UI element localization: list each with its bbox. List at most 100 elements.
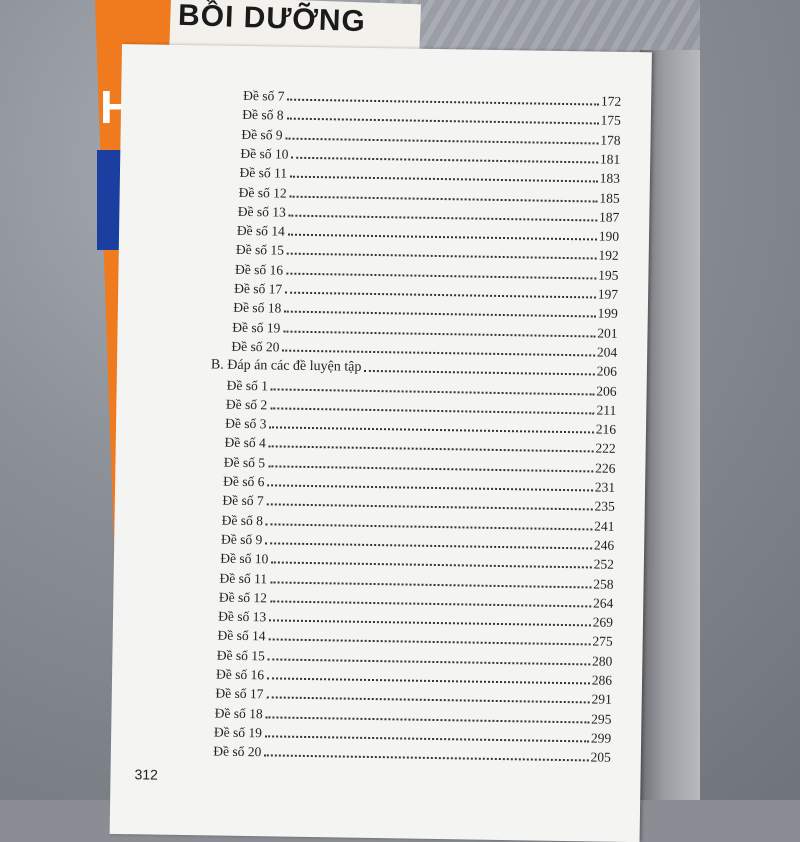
toc-entry-label: Đề số 19 <box>232 319 281 336</box>
toc-entry-page: 204 <box>596 344 618 360</box>
toc-entry-label: Đề số 11 <box>219 570 268 586</box>
toc-entry-page: 195 <box>598 267 619 283</box>
toc-entry-label: Đề số 8 <box>221 512 264 528</box>
toc-entry-page: 295 <box>591 711 612 727</box>
toc-entry-label: Đề số 15 <box>235 242 285 258</box>
dotted-leader <box>284 310 596 318</box>
toc-entry-page: 187 <box>598 209 620 225</box>
toc-entry-page: 199 <box>597 305 618 322</box>
toc-entry-label: Đề số 9 <box>220 531 263 548</box>
dotted-leader <box>285 272 597 280</box>
toc-entry-page: 178 <box>600 132 621 148</box>
toc-entry-page: 190 <box>598 228 620 244</box>
toc-entry-page: 226 <box>595 460 616 476</box>
dotted-leader <box>268 638 591 646</box>
toc-entry-label: Đề số 17 <box>215 685 264 702</box>
toc-entry-page: 206 <box>596 363 618 380</box>
dotted-leader <box>271 561 592 569</box>
toc-entry-page: 264 <box>592 595 614 611</box>
dotted-leader <box>290 175 598 183</box>
toc-entry-page: 183 <box>599 170 621 187</box>
toc-entry-label: B. Đáp án các đề luyện tập <box>210 357 362 375</box>
dotted-leader <box>282 349 595 357</box>
toc-entry-label: Đề số 12 <box>218 589 268 606</box>
dotted-leader <box>285 291 596 299</box>
toc-entry-label: Đề số 10 <box>240 145 289 162</box>
dotted-leader <box>289 195 598 202</box>
toc-entry-page: 206 <box>596 382 617 399</box>
toc-entry-label: Đề số 2 <box>225 396 268 413</box>
toc-entry-page: 181 <box>599 151 621 167</box>
dotted-leader <box>291 156 598 164</box>
toc-entry-page: 192 <box>598 247 619 264</box>
toc-entry-label: Đề số 15 <box>216 647 265 664</box>
dotted-leader <box>270 407 595 415</box>
toc-entry-page: 172 <box>600 93 622 109</box>
toc-entry-label: Đề số 7 <box>243 87 285 104</box>
dotted-leader <box>269 619 591 627</box>
toc-entry-page: 246 <box>593 537 615 553</box>
toc-entry-label: Đề số 10 <box>220 550 269 567</box>
page-number: 312 <box>134 766 159 783</box>
toc-entry-page: 258 <box>593 575 614 592</box>
toc-entry-page: 201 <box>597 325 618 341</box>
toc-entry-label: Đề số 3 <box>225 415 267 432</box>
dotted-leader <box>270 387 595 395</box>
toc-entry-page: 235 <box>594 498 615 515</box>
toc-entry-label: Đề số 6 <box>223 473 265 490</box>
toc-entry-page: 216 <box>595 421 617 437</box>
dotted-leader <box>285 137 599 145</box>
toc-entry-page: 231 <box>594 479 616 495</box>
toc-entry-page: 280 <box>592 653 613 669</box>
dotted-leader <box>269 426 594 434</box>
dotted-leader <box>267 658 591 666</box>
dotted-leader <box>265 522 593 531</box>
toc-entry-page: 222 <box>595 440 616 457</box>
toc-entry-label: Đề số 13 <box>218 608 267 625</box>
toc-entry-label: Đề số 20 <box>213 743 262 760</box>
dotted-leader <box>266 503 593 511</box>
toc-entry-page: 175 <box>600 112 621 129</box>
toc-entry-page: 275 <box>592 633 613 650</box>
toc-entry-label: Đề số 8 <box>242 107 284 123</box>
book-page: Đề số 7 172 Đề số 8 175 Đề số 9 178 Đề số 10 18… <box>109 44 652 842</box>
toc-entry-label: Đề số 4 <box>224 435 266 451</box>
toc-entry-page: 205 <box>590 749 611 765</box>
toc-entry-page: 252 <box>593 556 615 572</box>
toc-entry-label: Đề số 18 <box>233 300 282 316</box>
toc-entry-label: Đề số 20 <box>231 338 280 355</box>
dotted-leader <box>286 117 599 125</box>
toc-entry-page: 197 <box>597 286 619 302</box>
dotted-leader <box>268 445 594 453</box>
dotted-leader <box>266 696 590 704</box>
dotted-leader <box>364 370 595 376</box>
toc-entry-label: Đề số 11 <box>239 165 288 181</box>
toc-entry-label: Đề số 18 <box>214 705 263 721</box>
toc-entry-label: Đề số 13 <box>237 203 286 220</box>
dotted-leader <box>267 677 590 685</box>
dotted-leader <box>265 715 590 724</box>
toc-entry-page: 291 <box>591 691 612 708</box>
toc-entry-label: Đề số 5 <box>223 454 266 470</box>
toc-entry-label: Đề số 19 <box>213 724 263 741</box>
toc-entry-label: Đề số 16 <box>215 666 265 683</box>
toc-entry-label: Đề số 17 <box>234 280 283 297</box>
toc-entry-label: Đề số 7 <box>222 492 264 509</box>
toc-entry-label: Đề số 16 <box>234 261 284 278</box>
dotted-leader <box>267 484 593 492</box>
toc-entry-label: Đề số 9 <box>241 126 283 143</box>
dotted-leader <box>287 233 597 241</box>
toc-entry-label: Đề số 14 <box>236 222 285 239</box>
toc-entry-label: Đề số 1 <box>226 377 269 393</box>
toc-entry-page: 211 <box>596 402 617 418</box>
dotted-leader <box>287 98 599 106</box>
background-book-title: BỒI DƯỠNG <box>177 0 367 39</box>
toc-entry-page: 241 <box>594 518 615 534</box>
dotted-leader <box>265 542 592 550</box>
dotted-leader <box>264 754 589 762</box>
dotted-leader <box>283 330 596 338</box>
dotted-leader <box>269 600 591 608</box>
dotted-leader <box>286 253 597 260</box>
dotted-leader <box>264 735 589 743</box>
toc-entry-page: 299 <box>590 730 612 746</box>
